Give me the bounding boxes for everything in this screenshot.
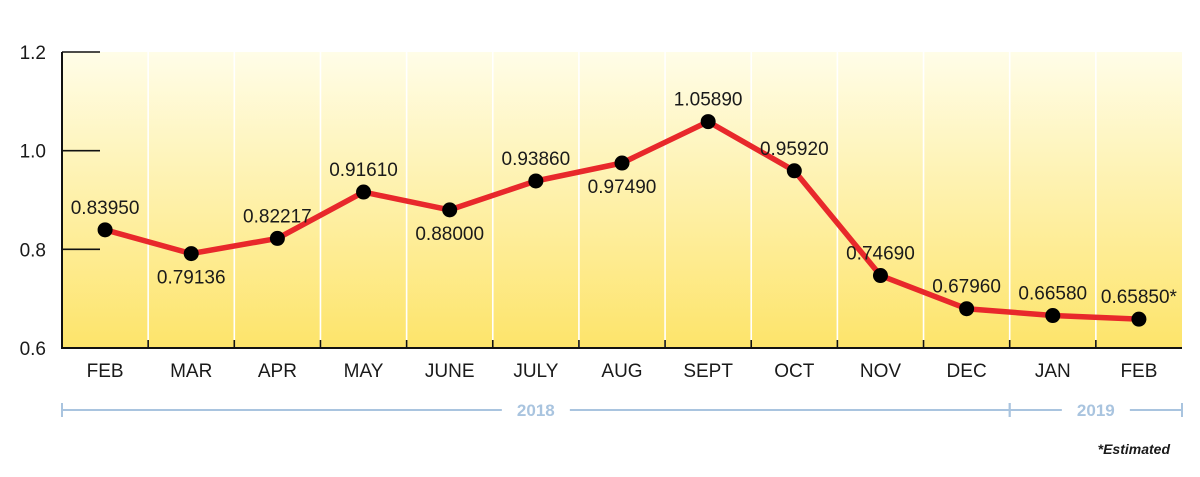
y-tick-label: 0.8 <box>20 240 46 261</box>
data-label: 0.95920 <box>760 139 829 160</box>
x-tick-label: APR <box>258 361 297 382</box>
data-point <box>872 268 888 284</box>
data-point <box>1131 311 1147 327</box>
data-label: 0.65850* <box>1101 287 1178 308</box>
year-label: 2019 <box>1077 401 1115 420</box>
gridlines <box>147 52 1097 348</box>
x-tick-label: JAN <box>1035 361 1071 382</box>
x-tick-label: MAR <box>170 361 212 382</box>
axes: 0.6 0.8 1.0 1.2 FEB MAR APR MAY JUNE JULY AUG SEPT O… <box>20 43 1182 382</box>
x-tick-label: AUG <box>601 361 642 382</box>
y-tick-label: 1.0 <box>20 142 46 163</box>
data-label: 0.74690 <box>846 244 915 265</box>
data-label: 0.79136 <box>157 268 226 289</box>
x-tick-label: JUNE <box>425 361 475 382</box>
x-tick-label: JULY <box>513 361 558 382</box>
data-series <box>97 114 1147 327</box>
data-label: 0.88000 <box>415 224 484 245</box>
data-label: 0.66580 <box>1018 284 1087 305</box>
y-tick-label: 0.6 <box>20 339 46 360</box>
data-label: 0.67960 <box>932 277 1001 298</box>
footnote: *Estimated <box>1098 441 1171 457</box>
x-tick-label: OCT <box>774 361 815 382</box>
y-tick-label: 1.2 <box>20 43 46 64</box>
data-point <box>356 184 372 200</box>
data-point <box>614 155 630 171</box>
x-tick-label: MAY <box>344 361 384 382</box>
data-point <box>442 202 458 218</box>
data-label: 0.82217 <box>243 206 312 227</box>
year-brackets: 2018 2019 <box>61 401 1183 420</box>
x-tick-label: FEB <box>1120 361 1157 382</box>
data-point <box>269 230 285 246</box>
x-tick-label: DEC <box>947 361 987 382</box>
data-point <box>700 114 716 130</box>
data-label: 0.91610 <box>329 160 398 181</box>
data-point <box>1045 308 1061 324</box>
x-tick-label: SEPT <box>683 361 733 382</box>
data-label: 0.93860 <box>502 149 571 170</box>
data-label: 1.05890 <box>674 90 743 111</box>
data-point <box>786 163 802 179</box>
plot-background <box>62 52 1182 348</box>
data-point <box>97 222 113 238</box>
x-tick-label: NOV <box>860 361 902 382</box>
data-labels: 0.83950 0.79136 0.82217 0.91610 0.88000 0.938… <box>71 90 1178 309</box>
data-point <box>959 301 975 317</box>
data-label: 0.97490 <box>588 177 657 198</box>
year-label: 2018 <box>517 401 555 420</box>
x-tick-label: FEB <box>87 361 124 382</box>
data-label: 0.83950 <box>71 198 140 219</box>
data-point <box>528 173 544 189</box>
data-point <box>183 246 199 262</box>
